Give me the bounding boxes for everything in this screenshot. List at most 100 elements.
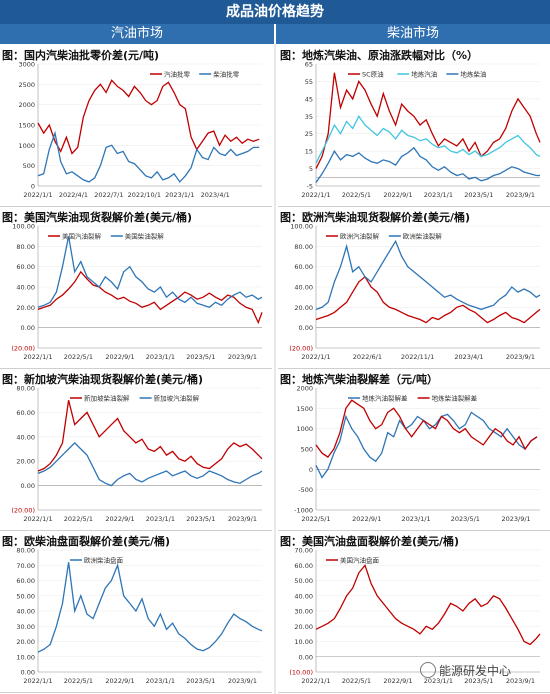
chart-panel-6: 图：地炼汽柴油裂解差（元/吨） -1000 -500 0 500 1000 1500 200…: [278, 370, 550, 531]
y-tick-label: 20.00: [16, 638, 35, 646]
y-tick-label: (20.00): [11, 345, 35, 353]
y-tick-label: (20.00): [289, 345, 313, 353]
x-tick-label: 2022/1/1: [23, 677, 52, 685]
x-tick-label: 2022/4/1: [59, 191, 88, 199]
y-tick-label: 500: [23, 162, 35, 170]
chart-panel-7: 图：欧柴油盘面裂解价差(美元/桶) 0.00 10.00 20.00 30.00 40.…: [0, 532, 272, 693]
x-tick-label: 2022/1/1: [301, 677, 330, 685]
x-tick-label: 2022/7/1: [94, 191, 123, 199]
x-tick-label: 2022/6/1: [353, 353, 382, 361]
x-tick-label: 2022/9/1: [352, 515, 381, 523]
x-tick-label: 2022/1/1: [23, 515, 52, 523]
chart-title: 图：地炼汽柴油裂解差（元/吨）: [280, 373, 439, 386]
y-tick-label: 60.00: [16, 263, 35, 271]
y-tick-label: 500: [301, 446, 313, 454]
y-tick-label: 1000: [296, 425, 313, 433]
wechat-icon: [420, 662, 436, 678]
y-tick-label: 1500: [18, 122, 35, 130]
chart-svg: (20.00) 0.00 20.00 40.00 60.00 80.00 100.00 202…: [11, 223, 263, 361]
y-tick-label: 60.00: [294, 263, 313, 271]
y-tick-label: 80.00: [294, 243, 313, 251]
y-tick-label: 45: [305, 95, 313, 103]
series-line: [315, 411, 538, 479]
y-tick-label: 80.00: [16, 547, 35, 555]
x-tick-label: 2022/9/1: [105, 353, 134, 361]
series-line: [315, 72, 541, 169]
y-tick-label: 0.00: [299, 653, 313, 661]
chart-title: 图：国内汽柴油批零价差(元/吨): [2, 49, 160, 62]
series-line: [315, 239, 541, 311]
x-tick-label: 2022/1/1: [23, 353, 52, 361]
legend-label: SC原油: [362, 70, 384, 79]
y-tick-label: 0.00: [21, 324, 35, 332]
y-tick-label: 20.00: [294, 623, 313, 631]
series-line: [315, 399, 538, 458]
y-tick-label: 60.00: [294, 562, 313, 570]
legend-label: 汽油批零: [164, 70, 191, 79]
y-tick-label: 70.00: [16, 562, 35, 570]
chart-title: 图：欧柴油盘面裂解价差(美元/桶): [2, 535, 171, 548]
x-tick-label: 2023/1/1: [424, 677, 453, 685]
series-line: [37, 441, 263, 487]
y-tick-label: 10.00: [16, 653, 35, 661]
x-tick-label: 2023/9/1: [228, 677, 257, 685]
legend-label: 美国汽油裂解: [62, 232, 102, 241]
x-tick-label: 2023/4/1: [201, 191, 230, 199]
x-tick-label: 2022/9/1: [383, 677, 412, 685]
x-tick-label: 2023/1/1: [424, 191, 453, 199]
chart-panel-5: 图：新加坡汽柴油现货裂解价差(美元/桶) (20.00) 0.00 20.00 40.…: [0, 370, 272, 531]
x-tick-label: 2022/5/1: [342, 191, 371, 199]
y-tick-label: 0.00: [299, 324, 313, 332]
y-tick-label: 2500: [18, 81, 35, 89]
y-tick-label: 0.00: [21, 669, 35, 677]
x-tick-label: 2022/1/1: [23, 191, 52, 199]
chart-panel-4: 图：欧洲汽柴油现货裂解价差(美元/桶) (20.00) 0.00 20.00 40.0…: [278, 208, 550, 369]
y-tick-label: 2000: [18, 101, 35, 109]
x-tick-label: 2022/9/1: [105, 677, 134, 685]
y-tick-label: 60.00: [16, 409, 35, 417]
x-tick-label: 2023/9/1: [228, 353, 257, 361]
x-tick-label: 2022/9/1: [105, 515, 134, 523]
y-tick-label: (10.00): [289, 669, 313, 677]
x-tick-label: 2023/5/1: [464, 191, 493, 199]
legend-label: 地炼汽油裂解差: [362, 394, 408, 403]
series-line: [37, 270, 263, 325]
chart-title: 图：新加坡汽柴油现货裂解价差(美元/桶): [2, 373, 204, 386]
y-tick-label: -5: [307, 183, 313, 191]
x-tick-label: 2022/5/1: [64, 353, 93, 361]
y-tick-label: 30.00: [16, 623, 35, 631]
y-tick-label: 55: [305, 78, 313, 86]
y-tick-label: 80.00: [16, 243, 35, 251]
series-line: [37, 130, 260, 183]
chart-svg: -5 5 15 25 35 45 55 65 2022/1/1 2022/5/1 2022/9/1 2…: [301, 61, 541, 199]
y-tick-label: 20.00: [16, 304, 35, 312]
y-tick-label: 0.00: [21, 482, 35, 490]
y-tick-label: 40.00: [294, 284, 313, 292]
y-tick-label: 80.00: [16, 385, 35, 393]
x-tick-label: 2023/9/1: [502, 515, 531, 523]
x-tick-label: 2022/1/1: [301, 353, 330, 361]
chart-title: 图：欧洲汽柴油现货裂解价差(美元/桶): [280, 211, 471, 224]
x-tick-label: 2022/5/1: [342, 677, 371, 685]
y-tick-label: 70.00: [294, 547, 313, 555]
y-tick-label: 10.00: [294, 638, 313, 646]
legend-label: 新加坡柴油裂解: [84, 394, 130, 403]
series-line: [37, 400, 263, 472]
legend-label: 柴油批零: [213, 70, 240, 79]
x-tick-label: 2022/11/1: [401, 353, 434, 361]
legend-label: 地炼柴油: [460, 70, 486, 79]
y-tick-label: 50.00: [16, 592, 35, 600]
watermark-text: 能源研发中心: [439, 664, 512, 678]
y-tick-label: 30.00: [294, 608, 313, 616]
x-tick-label: 2023/9/1: [506, 677, 535, 685]
x-tick-label: 2023/4/1: [454, 353, 483, 361]
section-gasoline-header: 汽油市场: [0, 24, 274, 44]
x-tick-label: 2023/5/1: [451, 515, 480, 523]
y-tick-label: 35: [305, 113, 313, 121]
chart-svg: (10.00) 0.00 10.00 20.00 30.00 40.00 50.00 60.0…: [289, 547, 541, 685]
series-line: [315, 115, 541, 164]
legend-label: 地炼柴油裂解差: [432, 394, 478, 403]
x-tick-label: 2023/5/1: [186, 353, 215, 361]
legend-label: 欧洲汽油裂解: [340, 232, 380, 241]
legend-label: 欧洲柴油裂解: [403, 232, 443, 241]
